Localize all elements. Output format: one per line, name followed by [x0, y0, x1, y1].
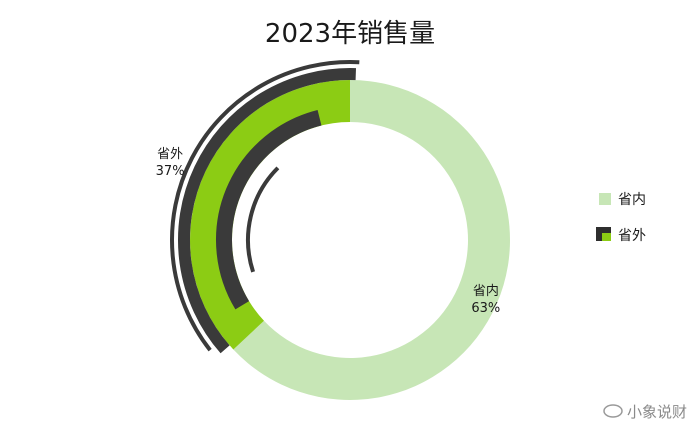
- legend: 省内 省外: [596, 192, 646, 244]
- legend-label-province-in: 省内: [618, 192, 646, 208]
- legend-swatch-province-out: [602, 233, 611, 241]
- slice-province-out: [190, 80, 350, 350]
- donut-slices: [190, 80, 510, 400]
- highlight-frames: [170, 60, 360, 354]
- data-label-category-province-in: 省内: [473, 283, 499, 299]
- watermark: 小象说财: [603, 403, 687, 421]
- slice-province-in: [233, 80, 510, 400]
- data-label-category-province-out: 省外: [157, 147, 183, 162]
- frame-inner-band: [216, 109, 322, 310]
- data-label-value-province-in: 63%: [471, 301, 500, 316]
- weibo-icon: [603, 404, 623, 418]
- chart-title: 2023年销售量: [265, 19, 435, 49]
- legend-label-province-out: 省外: [618, 228, 646, 244]
- frame-outer-band: [178, 68, 356, 354]
- legend-swatch-province-in: [599, 193, 611, 205]
- data-label-value-province-out: 37%: [156, 164, 185, 179]
- frame-inner-line: [246, 166, 280, 273]
- frame-outer-line: [170, 60, 360, 352]
- watermark-text: 小象说财: [627, 403, 687, 421]
